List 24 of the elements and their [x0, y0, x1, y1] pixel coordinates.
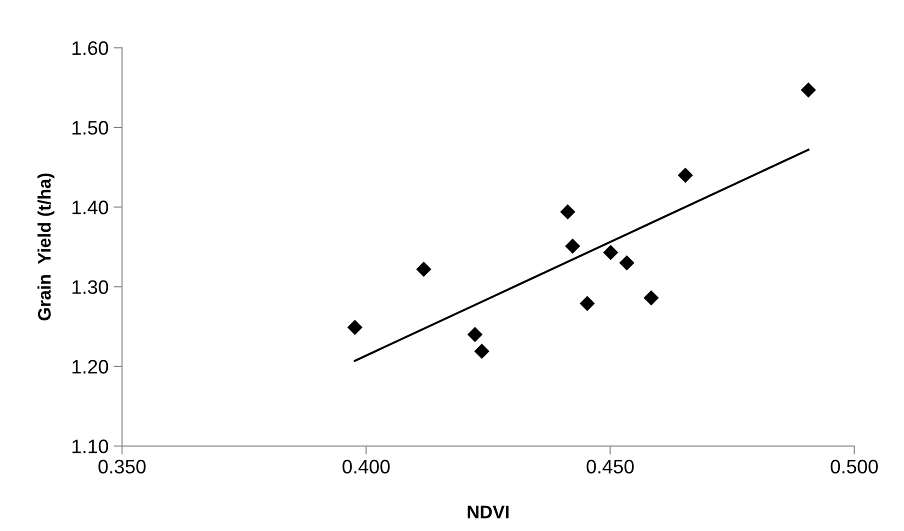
point [416, 262, 432, 277]
point [619, 255, 634, 270]
point [800, 82, 816, 98]
y-tick-label: 1.10 [72, 440, 108, 454]
x-tick-label: 0.350 [98, 460, 146, 474]
point [565, 238, 580, 254]
point [580, 296, 595, 312]
x-tick-label: 0.400 [342, 460, 390, 474]
point [644, 290, 659, 306]
y-axis-title: Grain Yield (t/ha) [38, 174, 54, 320]
point [467, 326, 483, 342]
point [474, 344, 490, 359]
y-tick-label: 1.50 [72, 120, 108, 135]
y-tick-label: 1.60 [72, 41, 108, 56]
x-tick-label: 0.450 [586, 460, 634, 474]
y-tick-label: 1.20 [72, 360, 108, 374]
point [560, 204, 576, 220]
point [347, 320, 362, 335]
y-tick-label: 1.30 [72, 280, 108, 294]
x-tick-label: 0.500 [830, 460, 878, 474]
point [678, 168, 693, 183]
x-axis-title: NDVI [468, 506, 509, 518]
y-tick-label: 1.40 [72, 200, 108, 214]
point [603, 244, 618, 260]
